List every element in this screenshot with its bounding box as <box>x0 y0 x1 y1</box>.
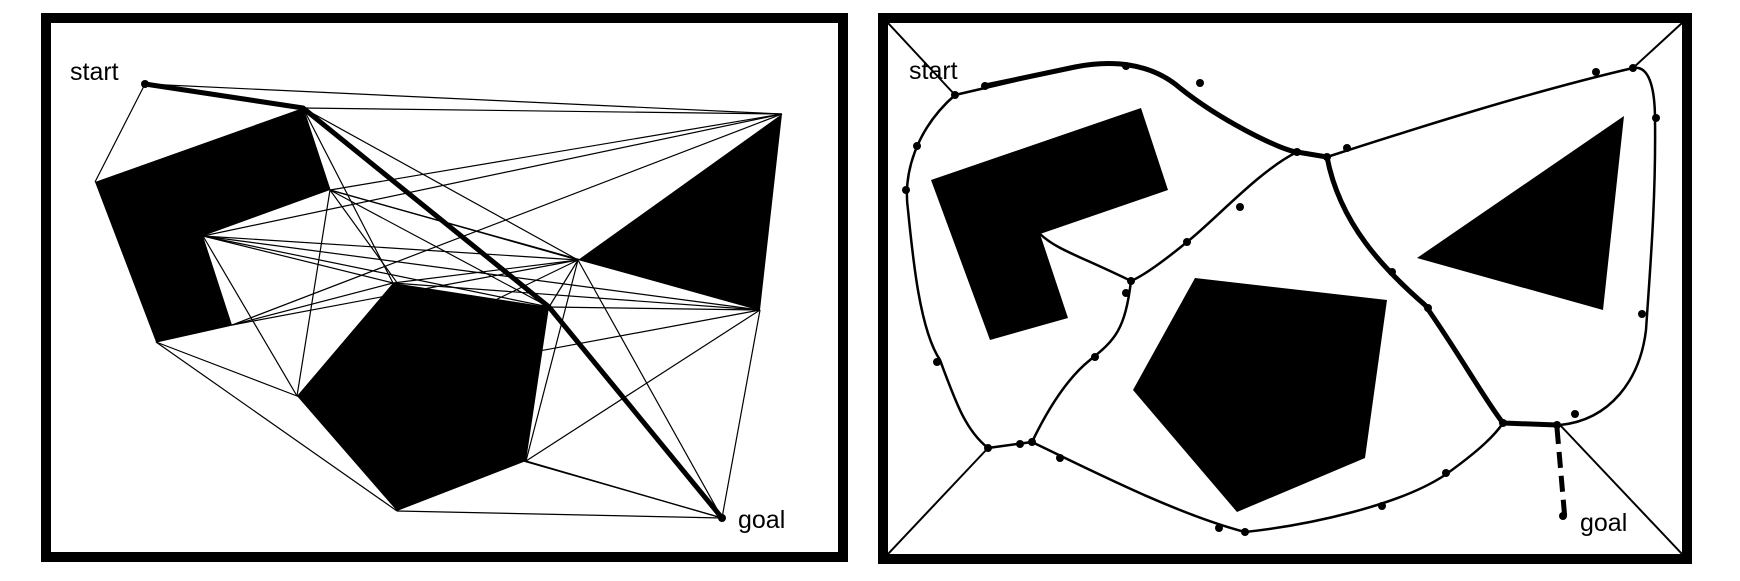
left-obstacle-hexagon <box>297 283 549 511</box>
left-goal-label: goal <box>738 506 785 534</box>
left-start-point <box>141 80 149 88</box>
left-start-label: start <box>70 58 119 86</box>
corner-edges <box>887 22 1683 555</box>
left-obstacle-triangle <box>578 114 782 310</box>
visibility-graph-panel: start goal <box>41 13 848 562</box>
left-obstacle-quad <box>95 108 330 342</box>
right-obstacle-pentagon <box>1133 278 1387 512</box>
roadmap-nodes <box>902 62 1660 536</box>
voronoi-roadmap-panel: start goal <box>878 13 1692 564</box>
right-goal-label: goal <box>1580 509 1627 537</box>
goal-connector <box>1554 427 1568 521</box>
left-goal-point <box>718 514 726 522</box>
right-start-label: start <box>909 57 958 85</box>
right-obstacle-triangle <box>1417 116 1624 310</box>
left-shortest-path <box>144 81 724 520</box>
visibility-edges <box>94 83 783 519</box>
right-obstacle-l-shape <box>931 108 1168 340</box>
